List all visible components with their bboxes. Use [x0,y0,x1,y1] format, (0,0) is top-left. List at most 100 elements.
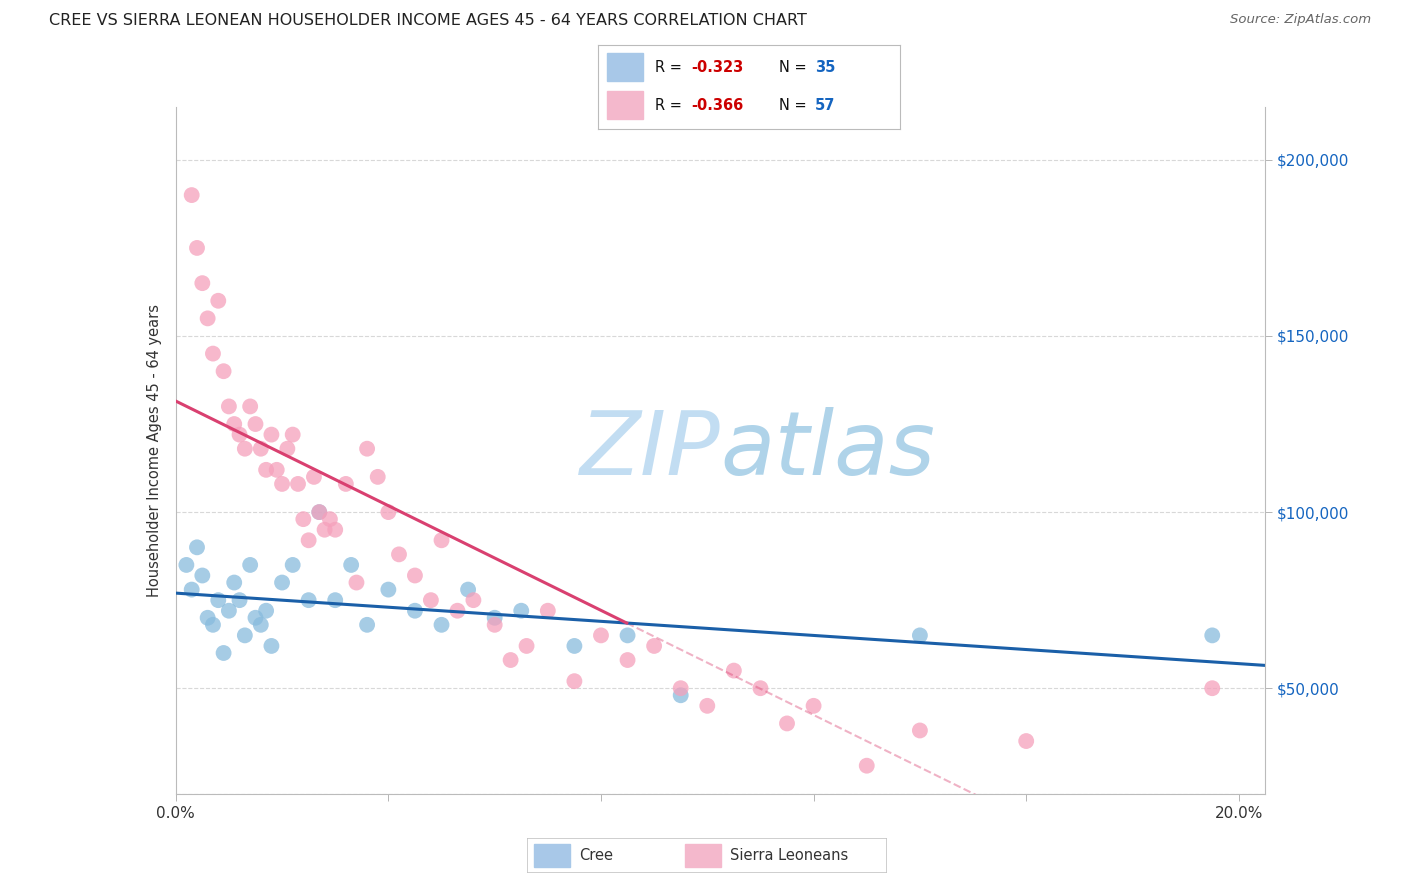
Point [266,463,288,477]
Point [176,558,198,572]
Point [430,533,453,548]
Point [323,523,346,537]
Point [616,628,638,642]
Point [803,698,825,713]
Bar [606,91,643,120]
Point [201,346,224,360]
Point [308,505,330,519]
Text: N =: N = [779,60,811,75]
Point [233,442,256,456]
Text: -0.323: -0.323 [692,60,744,75]
Point [319,512,342,526]
Point [197,311,219,326]
Point [191,568,214,582]
Point [287,477,309,491]
Point [180,582,202,597]
Point [180,188,202,202]
Text: 57: 57 [815,98,835,112]
Point [201,617,224,632]
Point [186,541,208,555]
Point [340,558,363,572]
Point [298,593,321,607]
Point [1201,628,1223,642]
Point [281,558,304,572]
Point [218,400,240,414]
Point [260,639,283,653]
Point [723,664,745,678]
Point [271,575,294,590]
Point [228,427,250,442]
Point [271,477,294,491]
Point [212,646,235,660]
Point [292,512,315,526]
Y-axis label: Householder Income Ages 45 - 64 years: Householder Income Ages 45 - 64 years [146,304,162,597]
Point [245,611,267,625]
Point [669,681,692,696]
Point [430,617,453,632]
Point [207,593,229,607]
Point [186,241,208,255]
Point [346,575,368,590]
Text: 35: 35 [815,60,835,75]
Point [302,470,325,484]
Point [855,758,877,772]
Text: CREE VS SIERRA LEONEAN HOUSEHOLDER INCOME AGES 45 - 64 YEARS CORRELATION CHART: CREE VS SIERRA LEONEAN HOUSEHOLDER INCOM… [49,13,807,29]
Point [254,463,277,477]
Point [484,617,506,632]
Point [669,688,692,702]
Point [281,427,304,442]
Point [457,582,479,597]
Point [589,628,612,642]
Point [377,582,399,597]
Point [367,470,389,484]
Point [191,276,214,290]
Text: Sierra Leoneans: Sierra Leoneans [730,848,848,863]
Point [335,477,357,491]
Point [197,611,219,625]
Text: Cree: Cree [579,848,613,863]
Point [298,533,321,548]
Point [564,674,586,689]
Point [419,593,441,607]
Point [616,653,638,667]
Point [239,400,262,414]
Point [463,593,485,607]
Point [212,364,235,378]
Point [1015,734,1038,748]
Text: N =: N = [779,98,811,112]
Point [207,293,229,308]
Point [224,417,246,431]
Point [276,442,298,456]
Point [377,505,399,519]
Point [249,442,271,456]
Point [564,639,586,653]
Point [510,604,533,618]
Point [239,558,262,572]
Point [323,593,346,607]
Point [446,604,468,618]
Point [404,568,426,582]
Text: ZIP: ZIP [579,408,721,493]
Text: -0.366: -0.366 [692,98,744,112]
Point [908,723,931,738]
Text: R =: R = [655,98,686,112]
Point [308,505,330,519]
Point [245,417,267,431]
Point [249,617,271,632]
Point [749,681,772,696]
Point [776,716,799,731]
Text: R =: R = [655,60,686,75]
Point [499,653,522,667]
Point [254,604,277,618]
Point [643,639,665,653]
Point [484,611,506,625]
Point [404,604,426,618]
Bar [606,54,643,81]
Point [233,628,256,642]
Point [388,547,411,561]
Bar [685,844,721,867]
Point [218,604,240,618]
Point [314,523,336,537]
Point [537,604,560,618]
Point [356,617,378,632]
